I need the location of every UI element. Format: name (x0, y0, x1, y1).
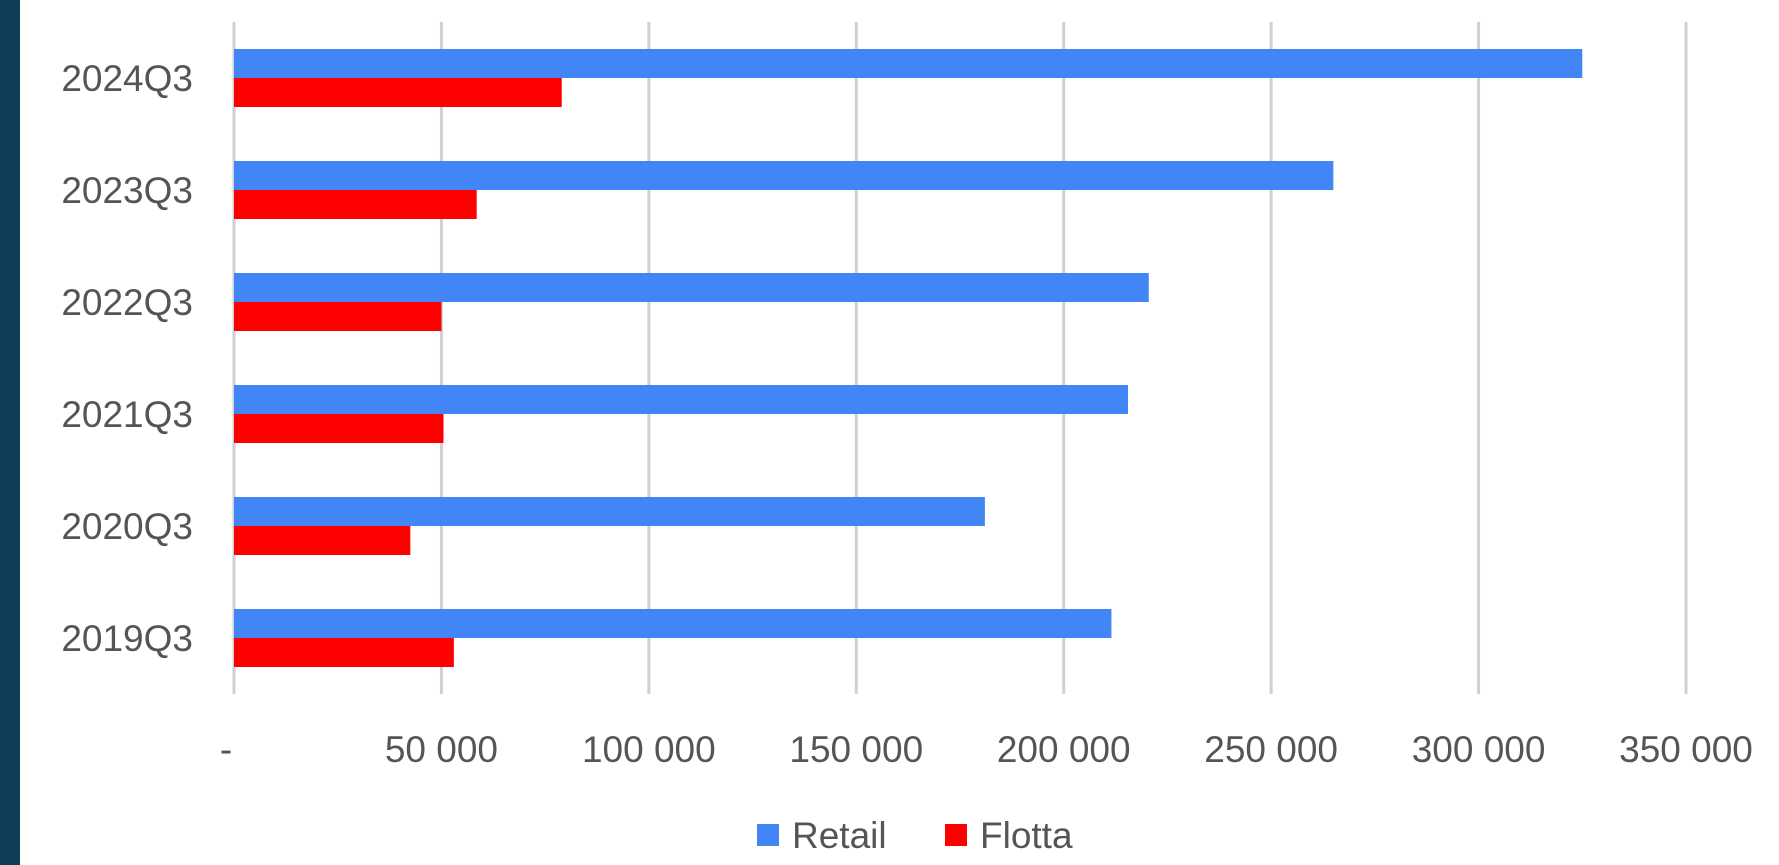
y-tick-label: 2024Q3 (61, 58, 193, 99)
legend-swatch-retail (757, 824, 779, 846)
legend-label-retail: Retail (792, 815, 887, 856)
bar-flotta-2023Q3 (234, 190, 477, 219)
y-axis-ticks: 2024Q3 2023Q3 2022Q3 2021Q3 2020Q3 2019Q3 (61, 58, 193, 659)
x-tick-label: - (220, 729, 232, 770)
x-tick-label: 300 000 (1412, 729, 1546, 770)
y-tick-label: 2022Q3 (61, 282, 193, 323)
bar-retail-2020Q3 (234, 497, 985, 526)
bar-retail-2023Q3 (234, 161, 1334, 190)
bar-retail-2019Q3 (234, 609, 1112, 638)
y-tick-label: 2020Q3 (61, 506, 193, 547)
x-tick-label: 150 000 (789, 729, 923, 770)
bars (234, 49, 1583, 667)
bar-flotta-2019Q3 (234, 638, 454, 667)
y-tick-label: 2021Q3 (61, 394, 193, 435)
bar-flotta-2021Q3 (234, 414, 444, 443)
bar-flotta-2024Q3 (234, 78, 562, 107)
legend: Retail Flotta (757, 815, 1073, 856)
bar-flotta-2022Q3 (234, 302, 442, 331)
x-tick-label: 250 000 (1204, 729, 1338, 770)
bar-flotta-2020Q3 (234, 526, 411, 555)
x-tick-label: 100 000 (582, 729, 716, 770)
x-tick-label: 50 000 (385, 729, 498, 770)
x-axis-ticks: - 50 000 100 000 150 000 200 000 250 000 300 0… (220, 729, 1753, 770)
left-frame-stripe (0, 0, 20, 865)
bar-retail-2024Q3 (234, 49, 1583, 78)
y-tick-label: 2019Q3 (61, 618, 193, 659)
x-tick-label: 350 000 (1619, 729, 1753, 770)
x-tick-label: 200 000 (997, 729, 1131, 770)
legend-swatch-flotta (945, 824, 967, 846)
legend-label-flotta: Flotta (980, 815, 1073, 856)
bar-retail-2022Q3 (234, 273, 1149, 302)
bar-retail-2021Q3 (234, 385, 1129, 414)
gridlines (232, 22, 1688, 694)
y-tick-label: 2023Q3 (61, 170, 193, 211)
